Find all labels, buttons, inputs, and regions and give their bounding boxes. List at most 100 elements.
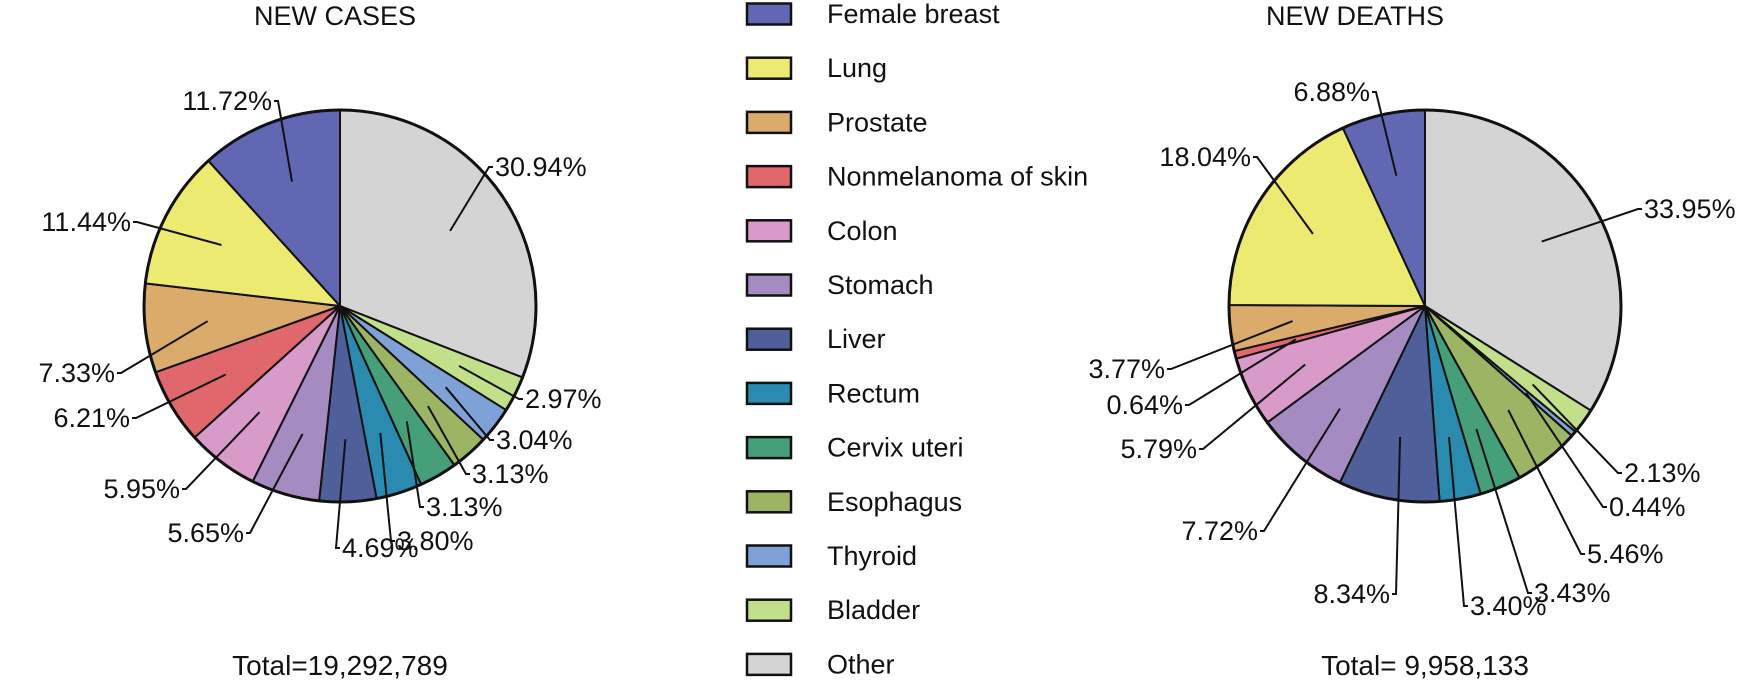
deaths-pct-label-cervix-uteri: 3.43% (1534, 578, 1611, 608)
deaths-leader-line-rectum (1448, 437, 1468, 607)
legend-label-female-breast: Female breast (827, 0, 1000, 29)
cases-pie-labels: 30.94% 2.97% 3.04% 3.13%3.13% 3.80%4.69% 5.65… (38, 86, 601, 563)
legend-item-other: Other (745, 649, 895, 679)
legend-label-prostate: Prostate (827, 107, 928, 137)
deaths-pct-label-liver: 8.34% (1313, 579, 1390, 609)
deaths-pct-label-bladder: 2.13% (1624, 458, 1701, 488)
cases-pct-label-thyroid: 3.04% (496, 425, 573, 455)
legend-label-liver: Liver (827, 324, 886, 354)
cases-leader-line-thyroid (444, 386, 494, 441)
legend-swatch-thyroid (745, 544, 793, 568)
cases-leader-line-liver (334, 439, 347, 549)
legend-swatch-nonmelanoma-of-skin (745, 164, 793, 189)
legend-swatch-stomach (745, 273, 793, 297)
deaths-pct-label-colon: 5.79% (1120, 434, 1197, 464)
cases-leader-line-lung (133, 221, 222, 246)
legend-swatch-esophagus (745, 490, 793, 514)
legend-label-esophagus: Esophagus (827, 487, 962, 517)
deaths-leader-line-other (1541, 208, 1642, 243)
deaths-pct-label-esophagus: 5.46% (1587, 539, 1664, 569)
cases-pie-title: NEW CASES (254, 1, 416, 31)
deaths-leader-line-liver (1392, 436, 1402, 595)
cases-pct-label-colon: 5.95% (103, 474, 180, 504)
deaths-pie-labels: 33.95% 2.13% 0.44% 5.46% 3.43%3.40% 8.34% 7.72… (1088, 77, 1735, 621)
deaths-pie-outline (1227, 108, 1623, 504)
legend-swatch-lung (745, 56, 793, 80)
cases-leader-line-cervix-uteri (405, 421, 424, 508)
deaths-pct-label-nonmelanoma-of-skin: 0.64% (1106, 390, 1183, 420)
cases-pct-label-female-breast: 11.72% (182, 86, 272, 116)
cases-pie-slices (142, 108, 538, 504)
cases-pie-group: NEW CASES 30.94% 2.97% 3.04% 3.13%3.13% 3.80… (38, 1, 601, 681)
legend-item-bladder: Bladder (745, 595, 920, 625)
deaths-leader-line-female-breast (1372, 91, 1398, 177)
deaths-pie-group: NEW DEATHS 33.95% 2.13% 0.44% 5.46% 3.43%3.4… (1088, 1, 1735, 681)
legend-label-thyroid: Thyroid (827, 541, 917, 571)
legend-label-colon: Colon (827, 216, 898, 246)
legend-swatch-female-breast (745, 2, 793, 26)
legend-item-prostate: Prostate (745, 107, 928, 137)
legend-item-esophagus: Esophagus (745, 487, 962, 517)
legend-item-colon: Colon (745, 216, 898, 246)
deaths-leader-line-esophagus (1507, 409, 1585, 555)
cases-leader-line-other (449, 166, 493, 232)
legend-swatch-colon (745, 219, 793, 243)
legend-label-rectum: Rectum (827, 378, 920, 408)
legend-swatch-liver (745, 327, 793, 351)
cases-leader-line-colon (182, 411, 261, 490)
cases-pct-label-prostate: 7.33% (38, 358, 115, 388)
deaths-leader-line-bladder (1531, 383, 1622, 474)
legend-swatch-cervix-uteri (745, 435, 793, 460)
cases-leader-line-bladder (458, 365, 523, 400)
deaths-leader-line-cervix-uteri (1475, 428, 1532, 594)
legend-label-nonmelanoma-of-skin: Nonmelanoma of skin (827, 162, 1088, 192)
cases-leader-line-prostate (117, 320, 209, 374)
deaths-leader-line-thyroid (1525, 392, 1607, 508)
cases-leader-line-female-breast (274, 100, 293, 182)
cases-pct-label-esophagus: 3.13% (472, 459, 549, 489)
deaths-pct-label-female-breast: 6.88% (1293, 77, 1370, 107)
deaths-pct-label-rectum: 3.40% (1470, 591, 1547, 621)
legend-swatch-other (745, 652, 793, 677)
legend-swatch-rectum (745, 381, 793, 406)
cases-leader-line-nonmelanoma-of-skin (132, 373, 227, 419)
legend-item-thyroid: Thyroid (745, 541, 917, 571)
legend-label-cervix-uteri: Cervix uteri (827, 433, 964, 463)
deaths-pct-label-thyroid: 0.44% (1609, 492, 1686, 522)
deaths-pct-label-lung: 18.04% (1159, 142, 1251, 172)
legend-item-lung: Lung (745, 53, 887, 83)
cases-pct-label-bladder: 2.97% (525, 384, 602, 414)
cases-pct-label-rectum: 3.80% (397, 526, 474, 556)
deaths-pct-label-prostate: 3.77% (1088, 354, 1165, 384)
legend-label-stomach: Stomach (827, 270, 934, 300)
deaths-leader-line-nonmelanoma-of-skin (1185, 338, 1297, 406)
legend-swatch-bladder (745, 598, 793, 622)
cases-pct-label-nonmelanoma-of-skin: 6.21% (53, 403, 130, 433)
cases-leader-line-stomach (246, 433, 304, 534)
legend: Female breast Lung Prostate Nonmelanoma of … (745, 0, 1088, 679)
cases-pct-label-liver: 4.69% (342, 533, 419, 563)
deaths-leader-line-lung (1253, 156, 1314, 235)
deaths-leader-line-stomach (1260, 408, 1341, 532)
cases-leader-line-esophagus (427, 405, 470, 475)
legend-item-stomach: Stomach (745, 270, 934, 300)
deaths-leader-line-prostate (1167, 320, 1293, 370)
legend-label-lung: Lung (827, 53, 887, 83)
deaths-pie-slices (1227, 108, 1623, 504)
legend-item-female-breast: Female breast (745, 0, 1000, 29)
deaths-pct-label-other: 33.95% (1644, 194, 1736, 224)
legend-item-nonmelanoma-of-skin: Nonmelanoma of skin (745, 162, 1088, 192)
deaths-leader-line-colon (1199, 363, 1306, 450)
legend-item-cervix-uteri: Cervix uteri (745, 433, 964, 463)
deaths-pct-label-stomach: 7.72% (1181, 516, 1258, 546)
legend-label-bladder: Bladder (827, 595, 920, 625)
legend-item-rectum: Rectum (745, 378, 920, 408)
deaths-pie-total: Total= 9,958,133 (1321, 650, 1529, 681)
legend-label-other: Other (827, 649, 895, 679)
cases-pct-label-lung: 11.44% (41, 207, 131, 237)
cases-pct-label-cervix-uteri: 3.13% (426, 492, 503, 522)
deaths-pie-title: NEW DEATHS (1266, 1, 1444, 31)
cases-leader-line-rectum (379, 432, 395, 542)
legend-swatch-prostate (745, 110, 793, 135)
